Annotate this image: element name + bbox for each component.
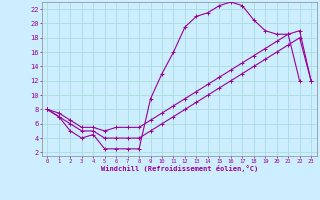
X-axis label: Windchill (Refroidissement éolien,°C): Windchill (Refroidissement éolien,°C)	[100, 165, 258, 172]
